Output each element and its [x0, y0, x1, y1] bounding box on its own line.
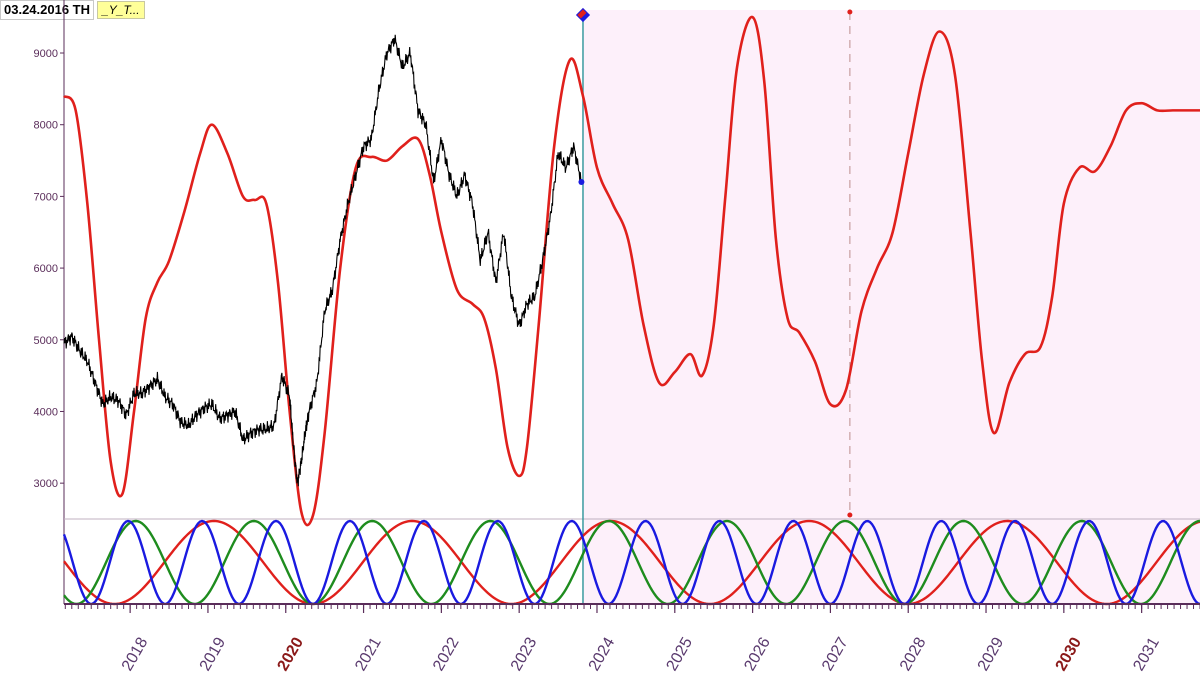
forecast-region	[582, 10, 1200, 604]
x-tick-label: 2022	[430, 635, 463, 674]
x-tick-label: 2027	[819, 635, 852, 674]
y-tick-label: 6000	[34, 263, 58, 275]
x-tick-label: 2018	[119, 635, 152, 674]
marker-dot-top	[847, 9, 853, 15]
x-tick-label: 2030	[1053, 635, 1086, 674]
x-tick-label: 2020	[274, 635, 307, 674]
marker-dot-bottom	[847, 512, 853, 518]
x-tick-label: 2021	[352, 635, 385, 674]
y-tick-label: 3000	[34, 478, 58, 490]
x-tick-label: 2023	[508, 635, 541, 674]
y-tick-label: 5000	[34, 335, 58, 347]
x-tick-label: 2019	[197, 635, 230, 674]
price-line	[63, 34, 582, 487]
last-price-dot	[578, 179, 585, 186]
cycle-wave	[62, 519, 1200, 606]
chart-header: 03.24.2016 TH _Y_T...	[0, 0, 145, 20]
indicator-tag[interactable]: _Y_T...	[97, 1, 145, 19]
y-tick-label: 4000	[34, 406, 58, 418]
composite-cycle-line	[62, 15, 1200, 527]
x-tick-label: 2025	[664, 635, 697, 674]
x-tick-label: 2024	[586, 635, 619, 674]
x-tick-label: 2028	[897, 635, 930, 674]
y-tick-label: 7000	[34, 191, 58, 203]
today-diamond-marker-red	[577, 9, 587, 19]
cycle-wave	[63, 519, 1200, 606]
y-tick-label: 8000	[34, 120, 58, 132]
x-tick-label: 2029	[975, 635, 1008, 674]
x-tick-label: 2026	[741, 635, 774, 674]
y-tick-label: 9000	[34, 48, 58, 60]
date-label: 03.24.2016 TH	[0, 0, 95, 20]
x-tick-label: 2031	[1130, 635, 1163, 674]
